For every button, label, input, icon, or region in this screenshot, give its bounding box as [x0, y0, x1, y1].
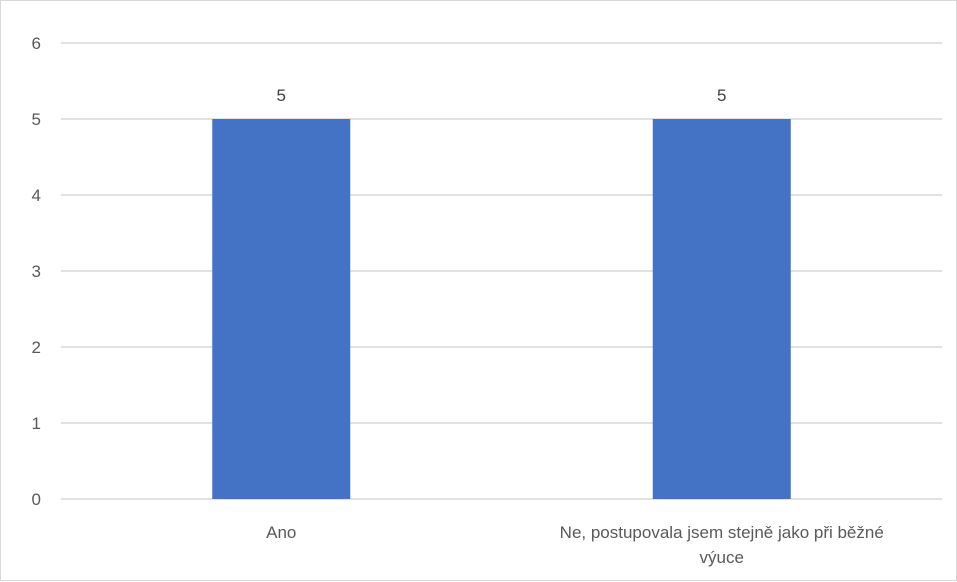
gridlines — [61, 42, 942, 500]
bars — [212, 119, 791, 499]
y-tick-label-6: 6 — [32, 34, 41, 53]
data-label-2: 5 — [717, 86, 726, 105]
x-category-label-1: Ano — [266, 523, 296, 542]
bar-1 — [212, 119, 351, 499]
y-tick-label-1: 1 — [32, 414, 41, 433]
x-axis-category-labels: Ano Ne, postupovala jsem stejně jako při … — [266, 523, 884, 567]
y-tick-label-2: 2 — [32, 338, 41, 357]
x-category-label-2: Ne, postupovala jsem stejně jako při běž… — [560, 523, 884, 567]
y-tick-label-3: 3 — [32, 262, 41, 281]
y-tick-label-0: 0 — [32, 490, 41, 509]
data-label-1: 5 — [277, 86, 286, 105]
y-tick-label-4: 4 — [32, 186, 41, 205]
y-axis-tick-labels: 0 1 2 3 4 5 6 — [32, 34, 41, 509]
bar-2 — [652, 119, 791, 499]
y-tick-label-5: 5 — [32, 110, 41, 129]
